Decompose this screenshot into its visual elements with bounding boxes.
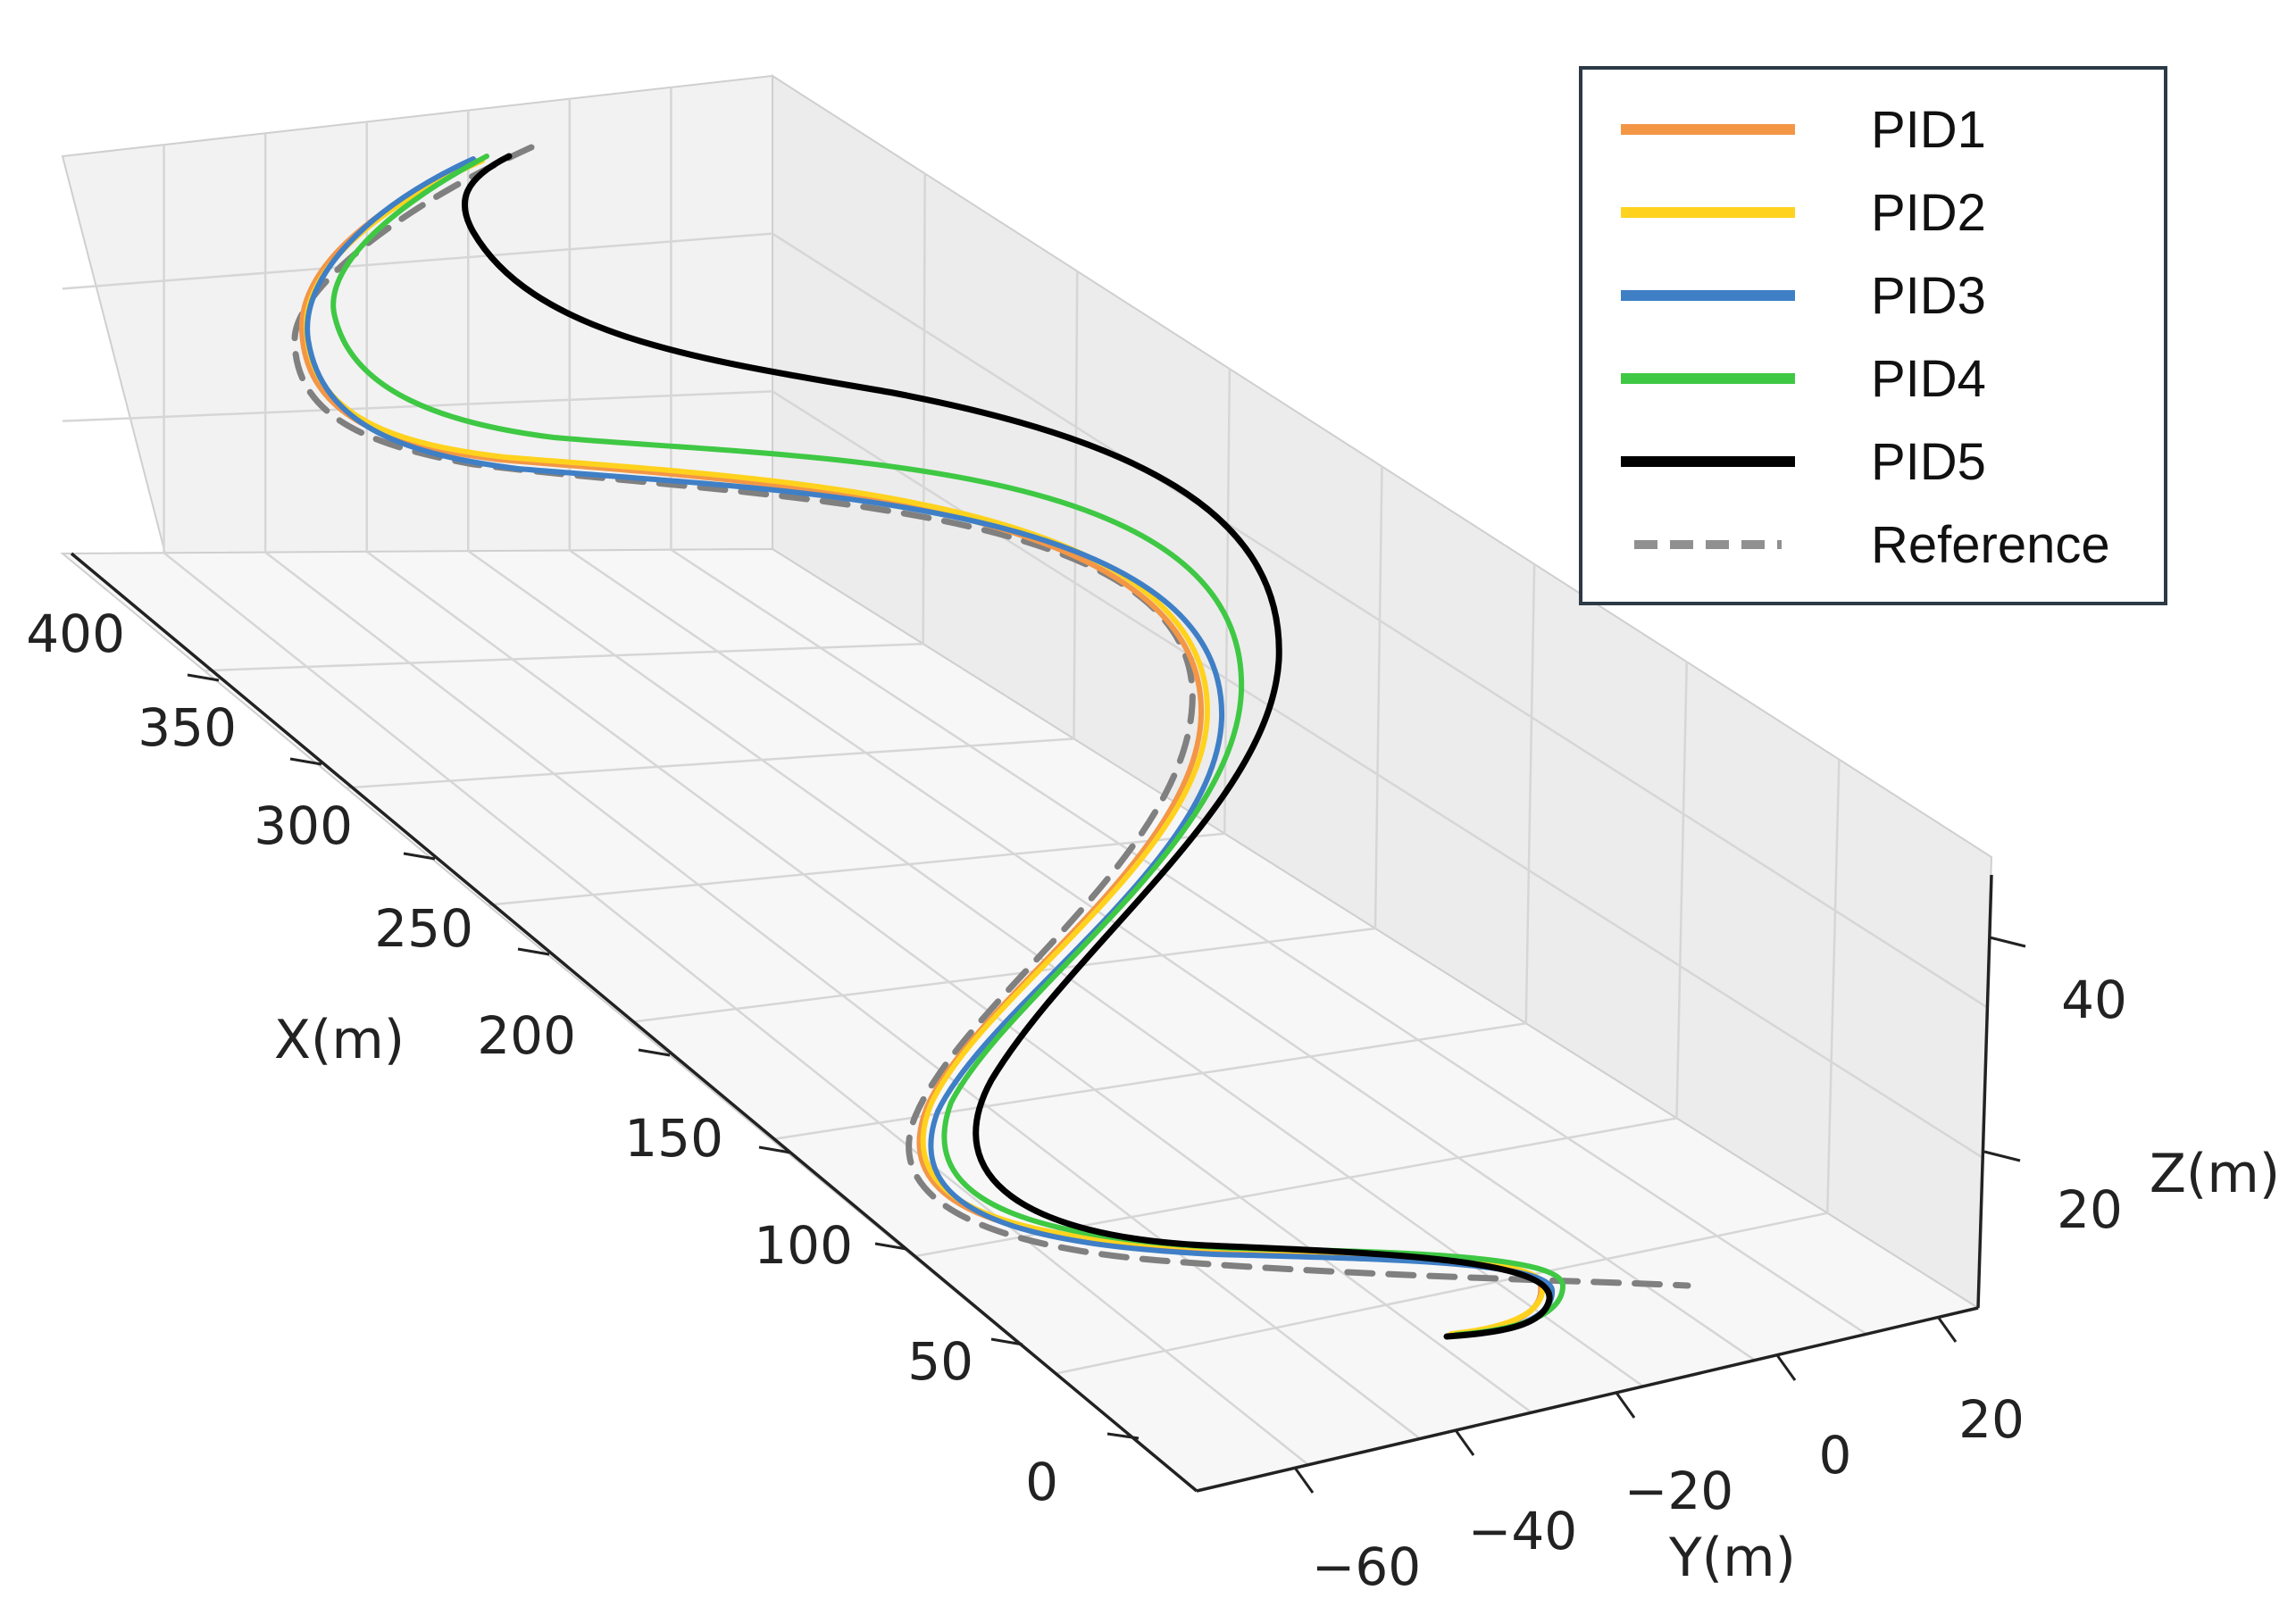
y-tick-mark <box>1936 1316 1958 1343</box>
z-axis-line <box>1976 874 1993 1309</box>
y-axis-ticks: −60 −40 −20 0 20 <box>1293 1316 2025 1597</box>
z-axis-ticks: 20 40 <box>1983 936 2127 1240</box>
x-tick-mark <box>187 673 220 682</box>
x-tick-mark <box>403 852 436 861</box>
y-axis-label: Y(m) <box>1668 1527 1796 1589</box>
x-axis-line <box>70 552 1198 1493</box>
z-tick-label: 20 <box>2057 1179 2123 1240</box>
floor-grid-line <box>488 832 1225 906</box>
y-axis-line <box>1196 1306 1979 1493</box>
z-axis-label: Z(m) <box>2150 1143 2280 1205</box>
legend-label-pid1: PID1 <box>1871 101 1986 159</box>
x-tick-mark <box>517 947 550 956</box>
side-wall-grid-line <box>1826 759 1841 1213</box>
floor-grid-line <box>346 737 1074 789</box>
side-wall-grid-line <box>922 173 926 645</box>
x-tick-mark <box>990 1337 1023 1346</box>
floor-grid-line <box>204 643 923 672</box>
x-tick-label: 300 <box>254 795 353 856</box>
y-tick-mark <box>1454 1429 1475 1456</box>
side-wall-grid-line <box>1524 563 1536 1024</box>
legend-label-pid2: PID2 <box>1871 184 1986 242</box>
side-wall-grid-line <box>1373 466 1383 929</box>
y-tick-mark <box>1293 1467 1315 1494</box>
y-tick-label: −40 <box>1468 1501 1577 1561</box>
x-tick-mark <box>1106 1432 1140 1440</box>
back-wall-grid-line <box>62 232 773 290</box>
y-tick-mark <box>1615 1392 1636 1419</box>
x-tick-mark <box>638 1048 671 1057</box>
x-tick-label: 350 <box>138 697 237 758</box>
x-tick-label: 250 <box>374 898 473 959</box>
y-tick-label: −60 <box>1312 1536 1421 1597</box>
legend: PID1 PID2 PID3 PID4 PID5 Reference <box>1579 66 2167 605</box>
series-line-pid5 <box>461 153 1553 1340</box>
legend-box <box>1579 66 2167 605</box>
legend-label-pid5: PID5 <box>1871 433 1986 491</box>
side-wall-grid-line <box>1675 662 1688 1119</box>
x-tick-mark <box>289 757 322 766</box>
x-tick-label: 400 <box>26 604 125 664</box>
x-axis-ticks: 0 50 100 150 200 250 300 350 400 <box>26 604 1140 1512</box>
z-tick-label: 40 <box>2061 970 2127 1030</box>
y-tick-label: 0 <box>1819 1425 1852 1486</box>
x-tick-label: 200 <box>477 1005 576 1066</box>
y-tick-label: 20 <box>1958 1389 2025 1450</box>
legend-label-pid3: PID3 <box>1871 267 1986 325</box>
x-tick-mark <box>874 1242 907 1251</box>
floor-grid-line <box>1054 1211 1828 1375</box>
floor-grid-line <box>771 1022 1526 1141</box>
side-wall-grid-line <box>772 232 1988 1009</box>
x-tick-label: 100 <box>754 1215 853 1276</box>
y-tick-label: −20 <box>1624 1461 1733 1521</box>
trajectory-series <box>291 144 1691 1340</box>
legend-label-pid4: PID4 <box>1871 350 1986 408</box>
y-tick-mark <box>1775 1354 1797 1381</box>
x-tick-label: 150 <box>624 1108 723 1169</box>
x-tick-mark <box>758 1145 791 1154</box>
x-tick-label: 0 <box>1025 1452 1058 1512</box>
legend-label-reference: Reference <box>1871 516 2110 574</box>
series-line-pid3 <box>305 156 1556 1338</box>
floor-grid-line <box>629 927 1376 1024</box>
series-line-pid4 <box>330 154 1565 1337</box>
series-line-reference <box>291 144 1691 1289</box>
x-tick-label: 50 <box>907 1331 973 1392</box>
x-axis-label: X(m) <box>274 1009 405 1071</box>
z-tick-mark <box>1983 1150 2021 1162</box>
z-tick-mark <box>1989 936 2026 948</box>
